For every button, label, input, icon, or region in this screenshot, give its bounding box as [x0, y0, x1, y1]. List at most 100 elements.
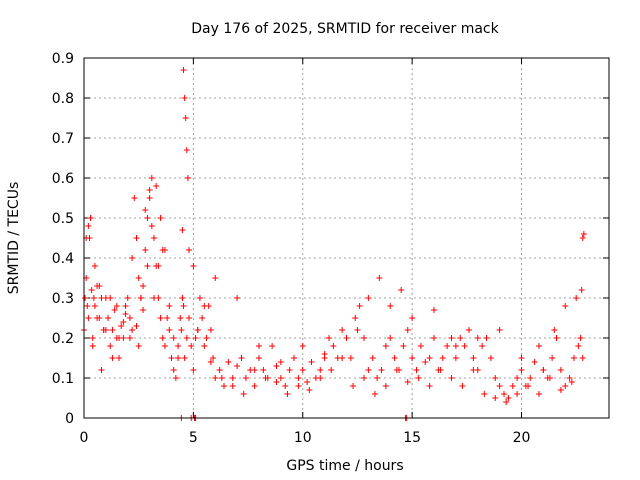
data-point [135, 343, 142, 349]
x-tick-label: 5 [189, 430, 198, 446]
data-point [161, 343, 168, 349]
data-point [218, 375, 225, 381]
data-point [155, 263, 162, 269]
data-point [284, 391, 291, 397]
data-point [371, 391, 378, 397]
data-point [505, 395, 512, 401]
data-point [277, 359, 284, 365]
data-point [404, 327, 411, 333]
data-point [461, 343, 468, 349]
data-point [365, 295, 372, 301]
data-point [518, 367, 525, 373]
y-tick-label: 0.4 [52, 251, 74, 267]
data-point [361, 335, 367, 341]
data-point [229, 383, 236, 389]
data-point [413, 367, 420, 373]
y-tick-label: 0.8 [52, 91, 74, 107]
data-point [157, 315, 164, 321]
data-point [527, 375, 534, 381]
data-point [133, 235, 140, 241]
data-point [146, 195, 153, 201]
data-point [448, 335, 455, 341]
data-point [330, 343, 337, 349]
y-tick-label: 0.3 [52, 291, 74, 307]
data-point [225, 359, 232, 365]
data-point [580, 231, 587, 237]
y-tick-label: 0.2 [52, 331, 74, 347]
data-point [317, 367, 324, 373]
data-point [166, 327, 173, 333]
y-tick-label: 0.5 [52, 211, 74, 227]
data-point [84, 303, 91, 309]
data-point [391, 355, 398, 361]
data-point [183, 147, 190, 153]
data-point [137, 295, 144, 301]
chart-title: Day 176 of 2025, SRMTID for receiver mac… [191, 21, 499, 37]
data-point [466, 327, 472, 333]
data-point [182, 115, 189, 121]
data-point [164, 315, 171, 321]
data-point [546, 375, 553, 381]
data-point [354, 327, 361, 333]
data-point [142, 207, 149, 213]
data-point [431, 335, 437, 341]
data-point [120, 319, 127, 325]
data-point [102, 327, 109, 333]
data-point [514, 391, 521, 397]
data-point [131, 195, 138, 201]
data-point [352, 315, 359, 321]
data-point [452, 355, 459, 361]
data-point [308, 359, 315, 365]
data-point [496, 383, 503, 389]
data-point [553, 335, 560, 341]
y-tick-label: 0.6 [52, 171, 74, 187]
data-point [328, 367, 335, 373]
data-point [159, 335, 166, 341]
data-point [216, 367, 223, 373]
data-point [179, 295, 186, 301]
data-point [151, 295, 157, 301]
data-point [212, 275, 219, 281]
data-point [361, 375, 367, 381]
x-tick-label: 20 [513, 430, 531, 446]
data-point [481, 391, 488, 397]
data-point [562, 303, 569, 309]
data-point [262, 375, 269, 381]
data-point [129, 255, 136, 261]
data-point [536, 391, 542, 397]
data-point [107, 295, 114, 301]
data-point [291, 355, 297, 361]
data-point [203, 335, 210, 341]
data-point [109, 327, 116, 333]
data-point [221, 383, 227, 389]
data-point [343, 335, 350, 341]
data-point [347, 355, 354, 361]
data-point [196, 295, 203, 301]
data-point [321, 351, 328, 357]
data-points [81, 67, 587, 421]
data-point [144, 263, 151, 269]
y-tick-label: 0.7 [52, 131, 74, 147]
data-point [118, 323, 125, 329]
data-point [518, 355, 525, 361]
data-point [566, 375, 573, 381]
data-point [91, 303, 98, 309]
data-point [142, 247, 149, 253]
data-point [273, 379, 280, 385]
data-point [531, 359, 538, 365]
data-point [470, 367, 477, 373]
x-tick-label: 10 [294, 430, 312, 446]
data-point [210, 355, 217, 361]
data-point [122, 303, 129, 309]
data-point [192, 335, 199, 341]
data-point [286, 367, 293, 373]
data-point [124, 295, 131, 301]
data-point [111, 307, 118, 313]
data-point [431, 307, 437, 313]
data-point [186, 315, 192, 321]
data-point [140, 307, 147, 313]
data-point [85, 315, 92, 321]
data-point [94, 315, 101, 321]
data-point [234, 295, 241, 301]
